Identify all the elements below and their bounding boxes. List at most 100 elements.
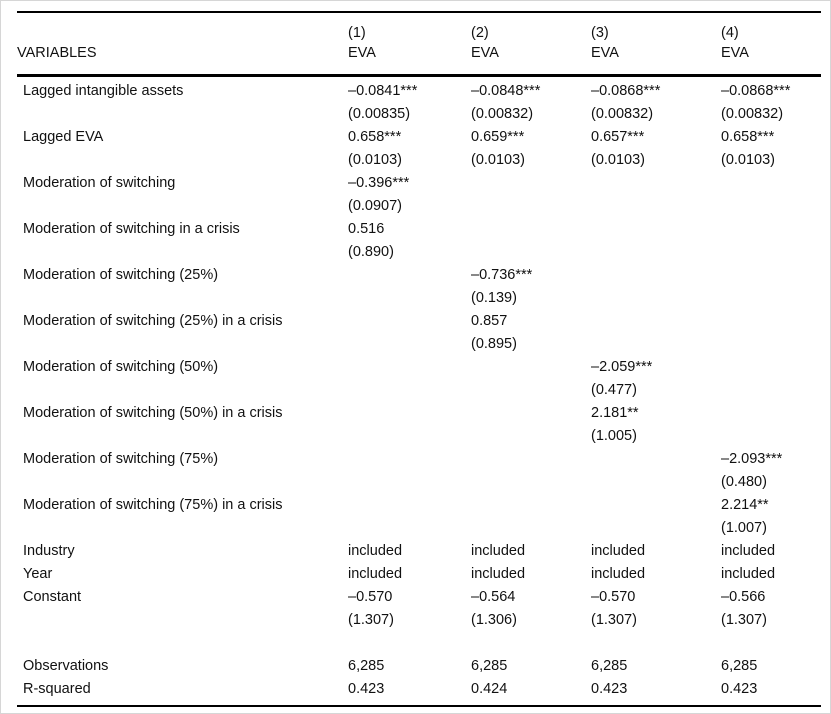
column-header-model-4: (4) bbox=[721, 25, 739, 41]
table-cell: 0.423 bbox=[721, 681, 758, 697]
table-row: Year included included included included bbox=[17, 563, 821, 586]
row-label bbox=[17, 241, 348, 264]
table-cell bbox=[721, 356, 821, 379]
table-cell: –0.0868*** bbox=[721, 83, 791, 99]
table-cell bbox=[348, 379, 471, 402]
table-cell: 0.657*** bbox=[591, 129, 645, 145]
table-cell: 0.423 bbox=[591, 681, 628, 697]
table-row: (1.307) (1.306) (1.307) (1.307) bbox=[17, 609, 821, 632]
table-cell: 0.658*** bbox=[348, 129, 402, 145]
table-cell bbox=[348, 333, 471, 356]
table-cell: (0.0907) bbox=[348, 198, 403, 214]
table-cell bbox=[721, 287, 821, 310]
table-cell: –0.736*** bbox=[471, 267, 533, 283]
table-cell: –0.566 bbox=[721, 589, 766, 605]
table-row: Moderation of switching (25%) –0.736*** bbox=[17, 264, 821, 287]
column-header-model-3: (3) bbox=[591, 25, 609, 41]
row-label: Lagged intangible assets bbox=[23, 83, 184, 99]
table-cell: (0.00835) bbox=[348, 106, 411, 122]
row-label bbox=[17, 471, 348, 494]
table-row: (0.895) bbox=[17, 333, 821, 356]
table-cell bbox=[471, 632, 591, 655]
table-cell bbox=[471, 402, 591, 425]
table-row bbox=[17, 632, 821, 655]
table-cell bbox=[591, 471, 721, 494]
row-label: Moderation of switching bbox=[23, 175, 176, 191]
row-label bbox=[17, 609, 348, 632]
row-label: Lagged EVA bbox=[23, 129, 104, 145]
table-cell: 6,285 bbox=[348, 658, 385, 674]
table-cell: –2.059*** bbox=[591, 359, 653, 375]
row-label: Moderation of switching (25%) bbox=[23, 267, 219, 283]
table-cell bbox=[721, 218, 821, 241]
table-row: (0.890) bbox=[17, 241, 821, 264]
table-cell bbox=[348, 356, 471, 379]
table-cell: –0.570 bbox=[348, 589, 393, 605]
row-label: Moderation of switching in a crisis bbox=[23, 221, 240, 237]
table-cell: –0.564 bbox=[471, 589, 516, 605]
table-cell bbox=[471, 241, 591, 264]
table-cell bbox=[591, 241, 721, 264]
table-cell bbox=[591, 287, 721, 310]
regression-results-table: (1) (2) (3) (4) VARIABLES EVA EVA EVA EV… bbox=[17, 11, 821, 707]
table-cell bbox=[348, 287, 471, 310]
row-label bbox=[17, 333, 348, 356]
table-cell: (1.307) bbox=[721, 612, 767, 628]
table-row: Lagged intangible assets –0.0841*** –0.084… bbox=[17, 76, 821, 104]
dep-var-header-2: EVA bbox=[471, 45, 499, 61]
table-cell bbox=[721, 425, 821, 448]
table-cell: (1.005) bbox=[591, 428, 637, 444]
table-cell: (0.00832) bbox=[591, 106, 654, 122]
table-cell bbox=[591, 264, 721, 287]
row-label: R-squared bbox=[23, 681, 91, 697]
table-cell bbox=[471, 494, 591, 517]
table-cell bbox=[591, 218, 721, 241]
table-cell bbox=[471, 517, 591, 540]
row-label bbox=[17, 379, 348, 402]
table-cell bbox=[591, 494, 721, 517]
table-cell: included bbox=[591, 543, 646, 559]
table-cell bbox=[591, 195, 721, 218]
row-label bbox=[17, 287, 348, 310]
table-row: Moderation of switching (75%) –2.093*** bbox=[17, 448, 821, 471]
table-row: Moderation of switching (50%) –2.059*** bbox=[17, 356, 821, 379]
table-cell: –0.0841*** bbox=[348, 83, 418, 99]
table-cell bbox=[348, 402, 471, 425]
table-cell bbox=[471, 379, 591, 402]
table-body: Lagged intangible assets –0.0841*** –0.084… bbox=[17, 76, 821, 707]
column-header-model-1: (1) bbox=[348, 25, 366, 41]
row-label: Moderation of switching (75%) in a crisi… bbox=[23, 497, 283, 513]
table-header: (1) (2) (3) (4) VARIABLES EVA EVA EVA EV… bbox=[17, 12, 821, 76]
table-row: Moderation of switching (25%) in a crisi… bbox=[17, 310, 821, 333]
table-cell: –0.0868*** bbox=[591, 83, 661, 99]
table-row: (0.00835) (0.00832) (0.00832) (0.00832) bbox=[17, 103, 821, 126]
table-cell: 2.214** bbox=[721, 497, 769, 513]
row-label: Industry bbox=[23, 543, 75, 559]
table-cell bbox=[348, 632, 471, 655]
table-cell: –0.0848*** bbox=[471, 83, 541, 99]
table-cell bbox=[721, 379, 821, 402]
table-cell bbox=[348, 264, 471, 287]
column-header-model-2: (2) bbox=[471, 25, 489, 41]
table-cell bbox=[721, 195, 821, 218]
table-cell: 6,285 bbox=[471, 658, 508, 674]
row-label bbox=[17, 149, 348, 172]
table-cell: (0.0103) bbox=[591, 152, 646, 168]
table-cell bbox=[348, 471, 471, 494]
table-cell bbox=[591, 310, 721, 333]
table-cell: (0.0103) bbox=[471, 152, 526, 168]
table-cell bbox=[591, 333, 721, 356]
row-label bbox=[17, 195, 348, 218]
table-cell: 2.181** bbox=[591, 405, 639, 421]
table-cell: included bbox=[591, 566, 646, 582]
header-empty-cell bbox=[17, 12, 348, 43]
table-cell: included bbox=[471, 543, 526, 559]
table-row: (0.0907) bbox=[17, 195, 821, 218]
row-label bbox=[17, 425, 348, 448]
table-cell bbox=[471, 195, 591, 218]
table-row: (0.0103) (0.0103) (0.0103) (0.0103) bbox=[17, 149, 821, 172]
table-cell: 6,285 bbox=[591, 658, 628, 674]
table-cell bbox=[721, 264, 821, 287]
row-label: Observations bbox=[23, 658, 109, 674]
table-cell bbox=[348, 448, 471, 471]
